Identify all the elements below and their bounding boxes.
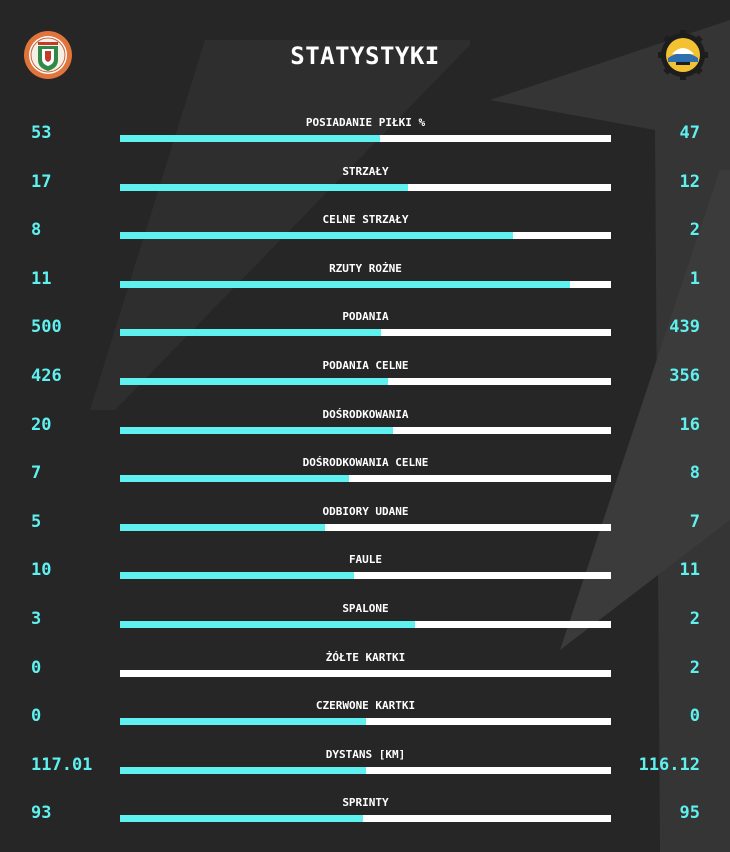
stat-label: PODANIA xyxy=(342,310,389,324)
home-share-fill xyxy=(120,766,367,774)
stat-row: 20 DOŚRODKOWANIA 16 xyxy=(0,408,730,438)
comparison-bar xyxy=(120,572,611,580)
comparison-bar xyxy=(120,815,611,823)
comparison-bar xyxy=(120,475,611,483)
page-title: STATYSTYKI xyxy=(290,42,440,70)
stat-label: CZERWONE KARTKI xyxy=(315,699,416,713)
away-value: 356 xyxy=(669,366,700,386)
home-share-fill xyxy=(120,378,388,385)
comparison-bar xyxy=(120,621,611,628)
away-value: 8 xyxy=(689,463,700,484)
away-value: 2 xyxy=(689,657,700,678)
away-value: 2 xyxy=(689,220,700,241)
stat-label: CELNE STRZAŁY xyxy=(322,213,409,227)
comparison-bar xyxy=(120,183,611,191)
stat-row: 7 DOŚRODKOWANIA CELNE 8 xyxy=(0,456,730,486)
away-value: 2 xyxy=(689,609,700,629)
home-share-fill xyxy=(120,280,571,288)
comparison-bar xyxy=(120,766,611,774)
away-value: 11 xyxy=(679,560,700,581)
home-value: 5 xyxy=(31,511,42,532)
stat-row: 0 CZERWONE KARTKI 0 xyxy=(0,699,730,729)
home-share-fill xyxy=(120,329,382,337)
home-share-fill xyxy=(120,232,513,240)
away-value: 47 xyxy=(679,123,700,143)
away-value: 439 xyxy=(669,317,700,338)
comparison-bar xyxy=(120,669,611,677)
comparison-bar xyxy=(120,378,611,385)
home-value: 0 xyxy=(31,706,42,727)
stat-label: STRZAŁY xyxy=(342,164,389,178)
stat-row: 426 PODANIA CELNE 356 xyxy=(0,359,730,389)
comparison-bar xyxy=(120,232,611,240)
home-share-fill xyxy=(120,523,325,531)
home-value: 117.01 xyxy=(31,754,93,775)
home-value: 500 xyxy=(31,317,62,338)
stat-row: 500 PODANIA 439 xyxy=(0,310,730,340)
stat-label: SPRINTY xyxy=(342,796,389,810)
away-value: 12 xyxy=(679,171,700,192)
home-value: 53 xyxy=(31,123,52,143)
away-value: 16 xyxy=(679,414,700,435)
home-value: 8 xyxy=(31,220,42,241)
stat-label: SPALONE xyxy=(342,602,389,615)
header: STATYSTYKI xyxy=(0,0,730,110)
stal-mielec-crest-icon xyxy=(658,30,708,80)
stat-label: PODANIA CELNE xyxy=(322,359,409,372)
comparison-bar xyxy=(120,718,611,726)
stat-label: RZUTY ROŻNE xyxy=(329,261,402,275)
comparison-bar xyxy=(120,135,611,142)
stat-label: DYSTANS [KM] xyxy=(325,747,406,761)
comparison-bar xyxy=(120,426,611,434)
stat-row: 53 POSIADANIE PIŁKI % 47 xyxy=(0,116,730,146)
home-share-fill xyxy=(120,815,364,823)
stat-row: 11 RZUTY ROŻNE 1 xyxy=(0,262,730,292)
stat-row: 10 FAULE 11 xyxy=(0,553,730,583)
stat-label: POSIADANIE PIŁKI % xyxy=(305,116,426,129)
stat-label: DOŚRODKOWANIA xyxy=(322,407,409,421)
stat-row: 93 SPRINTY 95 xyxy=(0,796,730,826)
home-value: 3 xyxy=(31,609,42,629)
away-value: 7 xyxy=(689,511,700,532)
home-value: 17 xyxy=(31,171,52,192)
stat-row: 117.01 DYSTANS [KM] 116.12 xyxy=(0,748,730,778)
stat-label: FAULE xyxy=(348,553,383,567)
away-value: 1 xyxy=(689,268,700,289)
home-share-fill xyxy=(120,572,354,580)
stat-label: DOŚRODKOWANIA CELNE xyxy=(302,456,429,470)
home-value: 10 xyxy=(31,560,52,581)
stat-row: 8 CELNE STRZAŁY 2 xyxy=(0,213,730,243)
home-value: 11 xyxy=(31,268,52,289)
away-value: 116.12 xyxy=(638,754,700,775)
home-value: 93 xyxy=(31,803,52,824)
home-share-fill xyxy=(120,135,381,142)
home-share-fill xyxy=(120,621,415,628)
home-value: 0 xyxy=(31,657,42,678)
comparison-bar xyxy=(120,329,611,337)
zaglebie-lubin-crest-icon xyxy=(24,31,72,79)
home-value: 426 xyxy=(31,366,62,386)
comparison-bar xyxy=(120,280,611,288)
home-share-fill xyxy=(120,718,366,726)
home-value: 7 xyxy=(31,463,42,484)
comparison-bar xyxy=(120,523,611,531)
home-share-fill xyxy=(120,475,350,483)
home-value: 20 xyxy=(31,414,52,435)
stat-label: ŻÓŁTE KARTKI xyxy=(325,650,406,664)
stat-label: ODBIORY UDANE xyxy=(322,504,409,518)
away-value: 0 xyxy=(689,706,700,727)
stat-row: 17 STRZAŁY 12 xyxy=(0,165,730,195)
stat-row: 3 SPALONE 2 xyxy=(0,602,730,632)
away-value: 95 xyxy=(679,803,700,824)
home-share-fill xyxy=(120,426,393,434)
stat-row: 0 ŻÓŁTE KARTKI 2 xyxy=(0,651,730,681)
home-share-fill xyxy=(120,183,408,191)
stat-row: 5 ODBIORY UDANE 7 xyxy=(0,505,730,535)
